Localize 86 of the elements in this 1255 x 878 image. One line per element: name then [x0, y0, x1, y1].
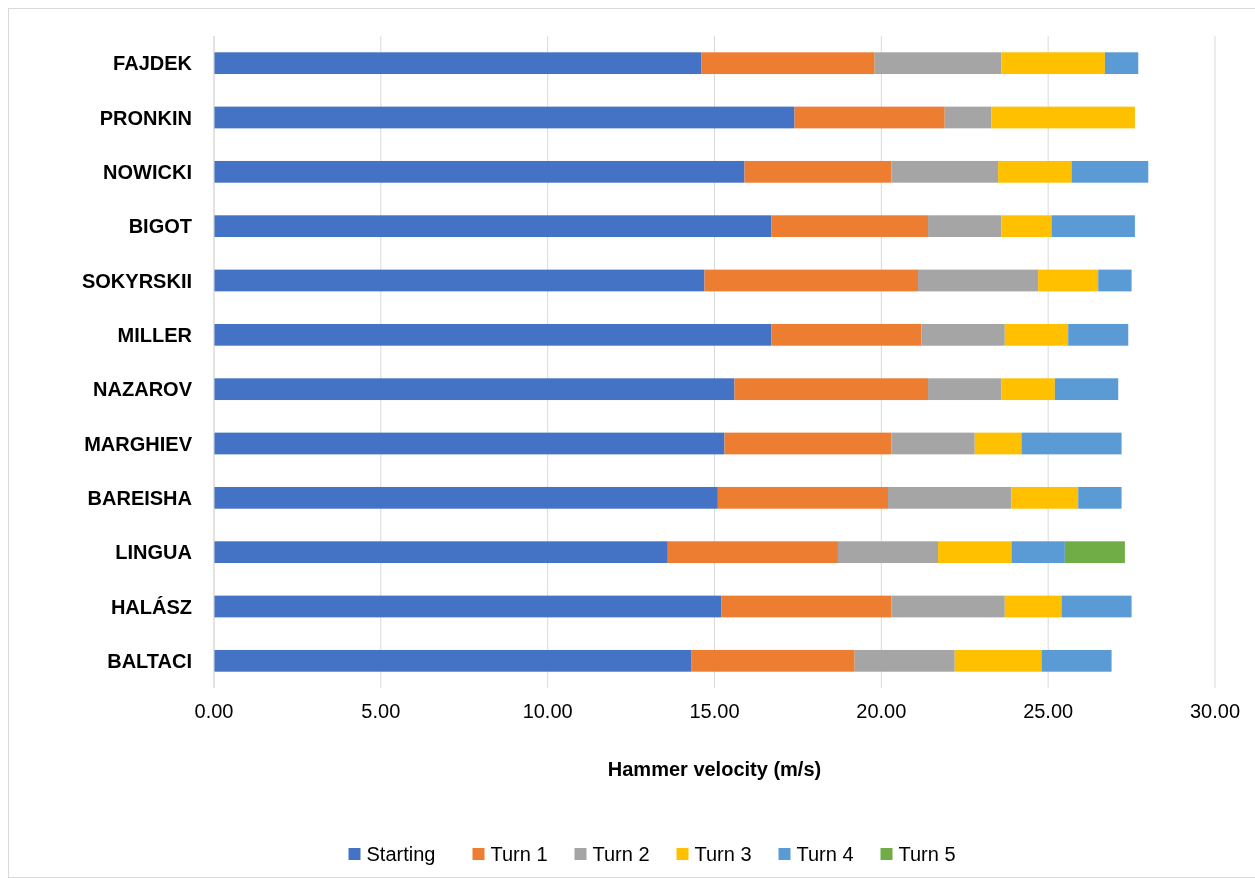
bar	[921, 323, 1005, 346]
bar	[214, 649, 692, 672]
bar	[837, 541, 939, 564]
bar	[214, 541, 668, 564]
x-axis-title: Hammer velocity (m/s)	[607, 758, 822, 780]
bar	[1001, 52, 1105, 75]
bar	[891, 432, 975, 455]
bar	[214, 160, 745, 183]
x-tick-label: 15.00	[689, 700, 740, 722]
bar	[214, 269, 705, 292]
y-tick-label: SOKYRSKII	[81, 269, 192, 292]
bar	[1054, 378, 1119, 401]
bar	[1061, 595, 1132, 618]
y-tick-label: HALÁSZ	[110, 595, 192, 618]
bar	[1021, 432, 1122, 455]
y-tick-label: PRONKIN	[99, 106, 192, 129]
bar	[214, 486, 718, 509]
x-tick-label: 30.00	[1189, 700, 1241, 722]
bar	[918, 269, 1039, 292]
legend-label: Turn 3	[694, 843, 752, 865]
bar	[214, 595, 722, 618]
bar	[891, 595, 1005, 618]
bar	[667, 541, 838, 564]
bar	[1001, 215, 1052, 238]
bar	[1078, 486, 1122, 509]
bar	[888, 486, 1012, 509]
y-tick-label: MILLER	[117, 323, 193, 346]
bar	[1011, 486, 1079, 509]
bar	[944, 106, 992, 129]
y-tick-label: LINGUA	[115, 541, 192, 564]
legend-label: Starting	[366, 843, 436, 865]
bar	[1004, 323, 1069, 346]
bar	[928, 378, 1002, 401]
y-tick-label: FAJDEK	[113, 52, 193, 75]
bar	[1098, 269, 1132, 292]
bar	[724, 432, 892, 455]
bar	[717, 486, 889, 509]
y-tick-label: MARGHIEV	[84, 432, 193, 455]
legend-label: Turn 1	[490, 843, 548, 865]
bar	[704, 269, 919, 292]
bar	[1004, 595, 1062, 618]
x-tick-label: 0.00	[194, 700, 234, 722]
bar	[214, 323, 772, 346]
bar	[214, 106, 795, 129]
legend-label: Turn 4	[796, 843, 854, 865]
bar	[794, 106, 945, 129]
bar	[954, 649, 1042, 672]
bar	[214, 432, 725, 455]
bar	[214, 378, 735, 401]
bar	[744, 160, 892, 183]
bar	[1001, 378, 1055, 401]
bar	[854, 649, 955, 672]
bar	[734, 378, 929, 401]
y-tick-label: NAZAROV	[93, 378, 193, 401]
bar	[1051, 215, 1135, 238]
legend-label: Turn 5	[898, 843, 956, 865]
bar	[938, 541, 1012, 564]
bar	[721, 595, 892, 618]
bar	[1041, 649, 1112, 672]
bar	[214, 215, 772, 238]
bar	[1038, 269, 1099, 292]
x-tick-label: 25.00	[1023, 700, 1074, 722]
bar	[1104, 52, 1139, 75]
bar	[974, 432, 1022, 455]
bar	[771, 215, 929, 238]
y-tick-label: BIGOT	[128, 215, 192, 238]
bar	[691, 649, 855, 672]
bar	[1064, 541, 1125, 564]
bar	[991, 106, 1135, 129]
bar	[928, 215, 1002, 238]
bar	[1068, 323, 1129, 346]
x-tick-label: 10.00	[522, 700, 573, 722]
x-tick-label: 20.00	[856, 700, 907, 722]
bar	[701, 52, 875, 75]
bar	[1071, 160, 1149, 183]
y-tick-label: BAREISHA	[87, 486, 192, 509]
bar	[874, 52, 1002, 75]
bar	[891, 160, 999, 183]
y-tick-label: BALTACI	[107, 649, 192, 672]
y-tick-label: NOWICKI	[103, 160, 192, 183]
legend-label: Turn 2	[592, 843, 650, 865]
bar	[771, 323, 922, 346]
bar	[214, 52, 702, 75]
bar	[1011, 541, 1065, 564]
bar	[998, 160, 1072, 183]
x-tick-label: 5.00	[361, 700, 401, 722]
